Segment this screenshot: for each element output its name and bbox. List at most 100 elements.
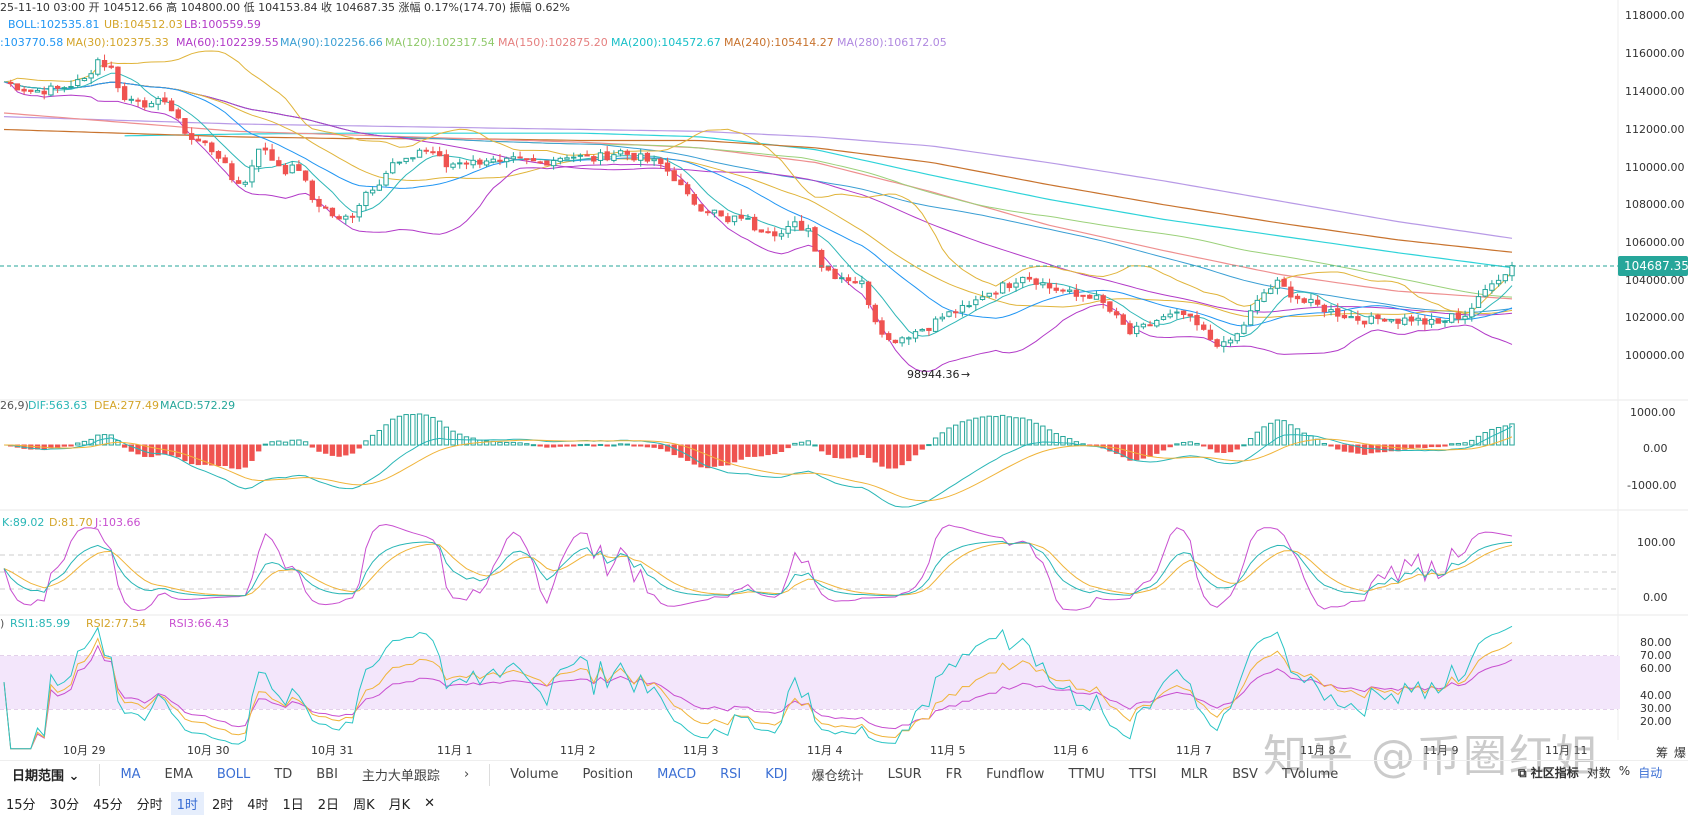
timeframe-15m[interactable]: 15分 — [6, 798, 36, 813]
macd-tick: 0.00 — [1643, 442, 1668, 455]
candle-up — [289, 164, 295, 174]
macd-bar — [517, 442, 523, 446]
candle-up — [785, 226, 791, 234]
indicator-ttmu[interactable]: TTMU — [1068, 767, 1105, 782]
candle-up — [61, 87, 67, 90]
candle-down — [443, 154, 450, 168]
indicator-ttsi[interactable]: TTSI — [1128, 767, 1157, 782]
macd-bar — [168, 444, 175, 456]
timeframe-2d[interactable]: 2日 — [317, 798, 340, 813]
log-scale-toggle[interactable]: 对数 — [1586, 766, 1611, 780]
indicator-tvolume[interactable]: TVolume — [1281, 767, 1339, 782]
community-indicator-button[interactable]: ⧉ 社区指标 — [1518, 766, 1579, 780]
candle-up — [470, 159, 476, 166]
grid-layer — [0, 0, 1688, 740]
candle-up — [1368, 315, 1374, 324]
time-label: 10月 29 — [63, 744, 106, 757]
indicator-mlr[interactable]: MLR — [1180, 767, 1209, 782]
candle-down — [108, 65, 114, 68]
macd-bar — [745, 444, 751, 457]
indicator-td[interactable]: TD — [274, 767, 293, 782]
macd-dea-label: DEA:277.49 — [94, 399, 159, 412]
rsi1-line — [3, 625, 1513, 750]
price-tick: 110000.00 — [1625, 161, 1685, 174]
indicator-rsi[interactable]: RSI — [720, 767, 742, 782]
candle-down — [296, 164, 302, 171]
macd-bar — [624, 443, 630, 446]
candle-up — [1428, 318, 1435, 325]
timeframe-week[interactable]: 周K — [353, 798, 375, 813]
candle-up — [1442, 320, 1448, 323]
macd-bar — [450, 430, 456, 446]
candle-up — [363, 191, 369, 207]
macd-bar — [416, 413, 423, 446]
macd-bar — [1113, 444, 1120, 454]
macd-bar — [584, 443, 590, 446]
auto-scale-toggle[interactable]: 自动 — [1638, 766, 1663, 780]
candle-down — [1435, 318, 1441, 324]
indicator-ema[interactable]: EMA — [164, 767, 193, 782]
timeframe-30m[interactable]: 30分 — [49, 798, 80, 813]
indicator-position[interactable]: Position — [582, 767, 634, 782]
indicator-fr[interactable]: FR — [945, 767, 963, 782]
macd-bar — [302, 441, 309, 446]
candle-up — [919, 328, 925, 332]
candle-up — [597, 152, 604, 161]
macd-bar — [725, 444, 731, 466]
timeframe-month[interactable]: 月K — [388, 798, 411, 813]
chevron-right-icon[interactable]: › — [463, 767, 470, 782]
macd-bar — [859, 444, 865, 456]
indicator-ma[interactable]: MA — [120, 767, 141, 782]
macd-bar — [403, 414, 409, 446]
close-icon[interactable]: ✕ — [424, 796, 436, 811]
macd-bar — [544, 444, 550, 448]
macd-bar — [530, 444, 537, 447]
candle-down — [1033, 278, 1039, 285]
liq-button[interactable]: 爆 — [1674, 746, 1687, 760]
candle-up — [343, 215, 349, 220]
macd-bar — [993, 416, 999, 446]
current-price-tag-bg — [1618, 256, 1688, 276]
indicator-macd[interactable]: MACD — [657, 767, 697, 782]
date-range-button[interactable]: 日期范围 ⌄ — [12, 769, 80, 784]
indicator-volume[interactable]: Volume — [510, 767, 559, 782]
candle-down — [865, 281, 872, 305]
macd-bar — [979, 416, 986, 446]
indicator-liquidation[interactable]: 爆仓统计 — [811, 769, 864, 784]
candle-down — [1361, 320, 1368, 325]
boll-label: BOLL:102535.81 — [8, 18, 99, 31]
candle-up — [1247, 310, 1254, 326]
candle-up — [611, 154, 617, 161]
timeframe-2h[interactable]: 2时 — [211, 798, 234, 813]
timeframe-1d[interactable]: 1日 — [282, 798, 304, 813]
macd-bar — [483, 440, 490, 446]
rsi-prefix: ) — [0, 617, 4, 630]
timeframe-1h[interactable]: 1时 — [170, 792, 204, 815]
indicator-bsv[interactable]: BSV — [1232, 767, 1258, 782]
indicator-bbi[interactable]: BBI — [316, 767, 338, 782]
candle-down — [1120, 314, 1126, 325]
candle-up — [1227, 339, 1234, 344]
indicator-kdj[interactable]: KDJ — [765, 767, 788, 782]
candle-up — [1502, 274, 1508, 282]
timeframe-45m[interactable]: 45分 — [93, 798, 123, 813]
percent-toggle[interactable]: % — [1618, 764, 1631, 778]
indicator-main-order[interactable]: 主力大单跟踪 — [361, 769, 440, 784]
rsi2-line — [3, 637, 1513, 750]
indicator-boll[interactable]: BOLL — [216, 767, 251, 782]
chips-button[interactable]: 筹 — [1656, 746, 1669, 760]
indicator-fundflow[interactable]: Fundflow — [986, 767, 1045, 782]
macd-bar — [1147, 444, 1153, 457]
candle-up — [711, 209, 718, 214]
candle-down — [8, 81, 14, 85]
candle-up — [999, 282, 1006, 294]
macd-bar — [812, 444, 818, 447]
candle-down — [1341, 314, 1348, 319]
timeframe-4h[interactable]: 4时 — [247, 798, 269, 813]
timeframe-line[interactable]: 分时 — [136, 798, 163, 813]
macd-bar — [188, 444, 195, 465]
indicator-lsur[interactable]: LSUR — [887, 767, 922, 782]
kdj-j-label: J:103.66 — [94, 516, 140, 529]
kline-chart[interactable]: 104687.35 98944.36 → 25-11-10 03:00 开 10… — [0, 0, 1688, 760]
macd-bar — [865, 444, 872, 458]
